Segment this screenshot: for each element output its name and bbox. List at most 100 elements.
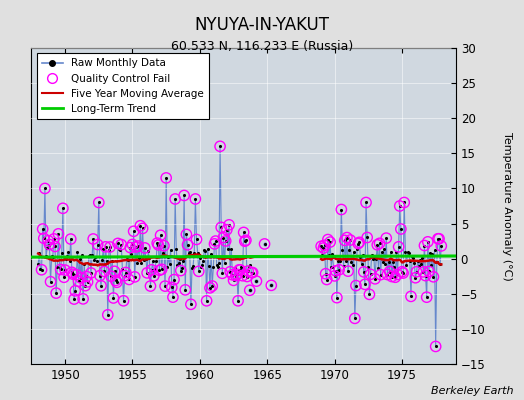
Point	[423, 239, 432, 245]
Point	[161, 283, 169, 289]
Point	[160, 242, 168, 249]
Point	[59, 205, 67, 212]
Point	[171, 196, 179, 202]
Point	[354, 240, 363, 247]
Point	[101, 244, 110, 250]
Point	[351, 315, 359, 322]
Point	[92, 258, 101, 264]
Point	[379, 259, 387, 265]
Point	[343, 234, 351, 241]
Point	[236, 267, 245, 273]
Point	[358, 252, 367, 259]
Point	[380, 246, 388, 252]
Point	[222, 238, 230, 244]
Point	[422, 294, 431, 300]
Point	[40, 235, 48, 242]
Point	[350, 248, 358, 255]
Point	[108, 258, 116, 264]
Point	[434, 236, 442, 242]
Point	[219, 234, 227, 241]
Point	[151, 265, 159, 272]
Text: Berkeley Earth: Berkeley Earth	[431, 386, 514, 396]
Point	[169, 294, 177, 300]
Point	[209, 264, 217, 270]
Point	[324, 236, 332, 243]
Point	[317, 243, 325, 250]
Point	[431, 343, 440, 350]
Point	[153, 240, 161, 246]
Point	[60, 274, 68, 280]
Point	[344, 268, 352, 274]
Point	[115, 246, 123, 252]
Point	[341, 237, 349, 244]
Point	[95, 199, 103, 206]
Point	[342, 258, 350, 264]
Point	[123, 254, 131, 260]
Point	[211, 238, 220, 244]
Point	[200, 246, 209, 253]
Point	[392, 249, 400, 255]
Point	[226, 268, 234, 275]
Point	[118, 266, 127, 272]
Point	[208, 283, 216, 289]
Point	[390, 264, 398, 270]
Point	[109, 295, 117, 301]
Point	[395, 244, 403, 250]
Point	[247, 270, 256, 276]
Point	[400, 199, 408, 206]
Point	[202, 298, 211, 304]
Point	[122, 269, 130, 276]
Point	[73, 248, 82, 255]
Point	[388, 273, 396, 280]
Point	[339, 246, 347, 253]
Point	[202, 298, 211, 304]
Point	[243, 273, 251, 280]
Point	[85, 252, 94, 258]
Point	[105, 247, 113, 253]
Point	[57, 266, 65, 273]
Point	[252, 278, 260, 284]
Point	[90, 256, 99, 263]
Point	[53, 264, 61, 270]
Point	[228, 272, 237, 278]
Point	[189, 262, 198, 269]
Point	[130, 274, 139, 280]
Point	[68, 269, 76, 276]
Point	[333, 294, 341, 301]
Point	[183, 242, 192, 248]
Point	[164, 254, 172, 260]
Point	[181, 287, 190, 293]
Point	[218, 270, 226, 276]
Point	[49, 254, 57, 260]
Point	[134, 243, 143, 249]
Point	[224, 246, 232, 252]
Point	[235, 266, 243, 273]
Point	[63, 253, 72, 259]
Point	[81, 282, 90, 289]
Point	[150, 272, 158, 279]
Point	[179, 258, 187, 264]
Point	[143, 270, 151, 276]
Point	[399, 270, 407, 276]
Point	[114, 240, 122, 247]
Point	[58, 250, 66, 256]
Point	[435, 236, 443, 242]
Point	[337, 206, 345, 213]
Point	[133, 260, 141, 266]
Point	[136, 222, 145, 229]
Point	[346, 237, 355, 243]
Point	[427, 262, 435, 268]
Point	[260, 241, 269, 247]
Point	[188, 265, 196, 271]
Point	[267, 282, 276, 288]
Point	[187, 301, 195, 308]
Point	[142, 256, 150, 262]
Point	[411, 274, 420, 281]
Point	[382, 235, 390, 241]
Point	[80, 261, 89, 267]
Point	[232, 272, 240, 279]
Point	[67, 236, 75, 242]
Point	[436, 261, 444, 268]
Text: 60.533 N, 116.233 E (Russia): 60.533 N, 116.233 E (Russia)	[171, 40, 353, 53]
Point	[409, 254, 418, 261]
